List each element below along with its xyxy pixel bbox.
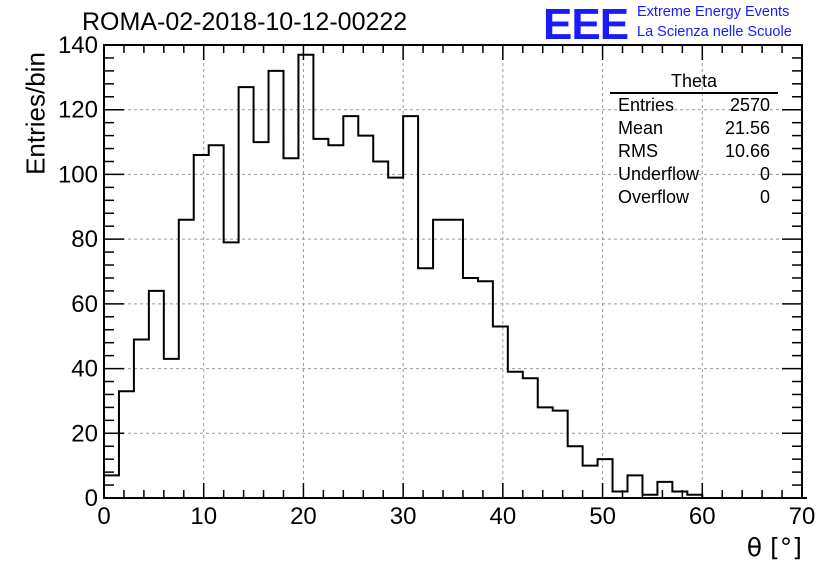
y-tick-label: 20: [71, 420, 98, 447]
stats-label: Entries: [618, 95, 675, 115]
y-tick-label: 60: [71, 291, 98, 318]
stats-row-mean: Mean 21.56: [610, 117, 778, 140]
y-tick-label: 120: [58, 97, 98, 124]
stats-title: Theta: [610, 70, 778, 94]
y-axis-label: Entries/bin: [20, 52, 51, 175]
stats-value: 10.66: [724, 141, 770, 161]
stats-label: Mean: [618, 118, 664, 138]
y-tick-label: 140: [58, 32, 98, 59]
stats-label: Underflow: [618, 164, 700, 184]
stats-row-entries: Entries 2570: [610, 94, 778, 117]
tick-labels: 0 10 20 30 40 50 60 70 0 20 40 60 80 100 120 140: [58, 32, 815, 530]
stats-row-overflow: Overflow 0: [610, 186, 778, 209]
x-tick-label: 0: [97, 503, 110, 530]
stats-row-underflow: Underflow 0: [610, 163, 778, 186]
grid-lines: [104, 45, 802, 498]
x-axis-label: θ [°]: [746, 533, 802, 562]
histogram-outline: [103, 53, 807, 499]
x-tick-label: 40: [490, 503, 517, 530]
logo-line-2: La Scienza nelle Scuole: [637, 24, 792, 40]
x-tick-label: 60: [689, 503, 716, 530]
chart-title: ROMA-02-2018-10-12-00222: [82, 8, 408, 36]
plot-frame: [103, 44, 803, 499]
x-tick-label: 30: [390, 503, 417, 530]
stats-value: 0: [759, 187, 770, 207]
y-tick-label: 40: [71, 356, 98, 383]
stats-label: Overflow: [618, 187, 690, 207]
stats-box: Theta Entries 2570 Mean 21.56 RMS 10.66 …: [610, 70, 778, 209]
y-tick-label: 100: [58, 161, 98, 188]
x-tick-label: 50: [589, 503, 616, 530]
stats-value: 0: [759, 164, 770, 184]
logo-line-1: Extreme Energy Events: [637, 4, 790, 20]
axis-ticks: [103, 44, 803, 499]
x-tick-label: 70: [789, 503, 816, 530]
stats-row-rms: RMS 10.66: [610, 140, 778, 163]
y-tick-label: 80: [71, 226, 98, 253]
eee-logo: EEE: [543, 0, 629, 49]
stats-label: RMS: [618, 141, 658, 161]
x-tick-label: 20: [290, 503, 317, 530]
y-tick-label: 0: [85, 485, 98, 512]
stats-value: 21.56: [724, 118, 770, 138]
stats-value: 2570: [729, 95, 770, 115]
x-tick-label: 10: [190, 503, 217, 530]
